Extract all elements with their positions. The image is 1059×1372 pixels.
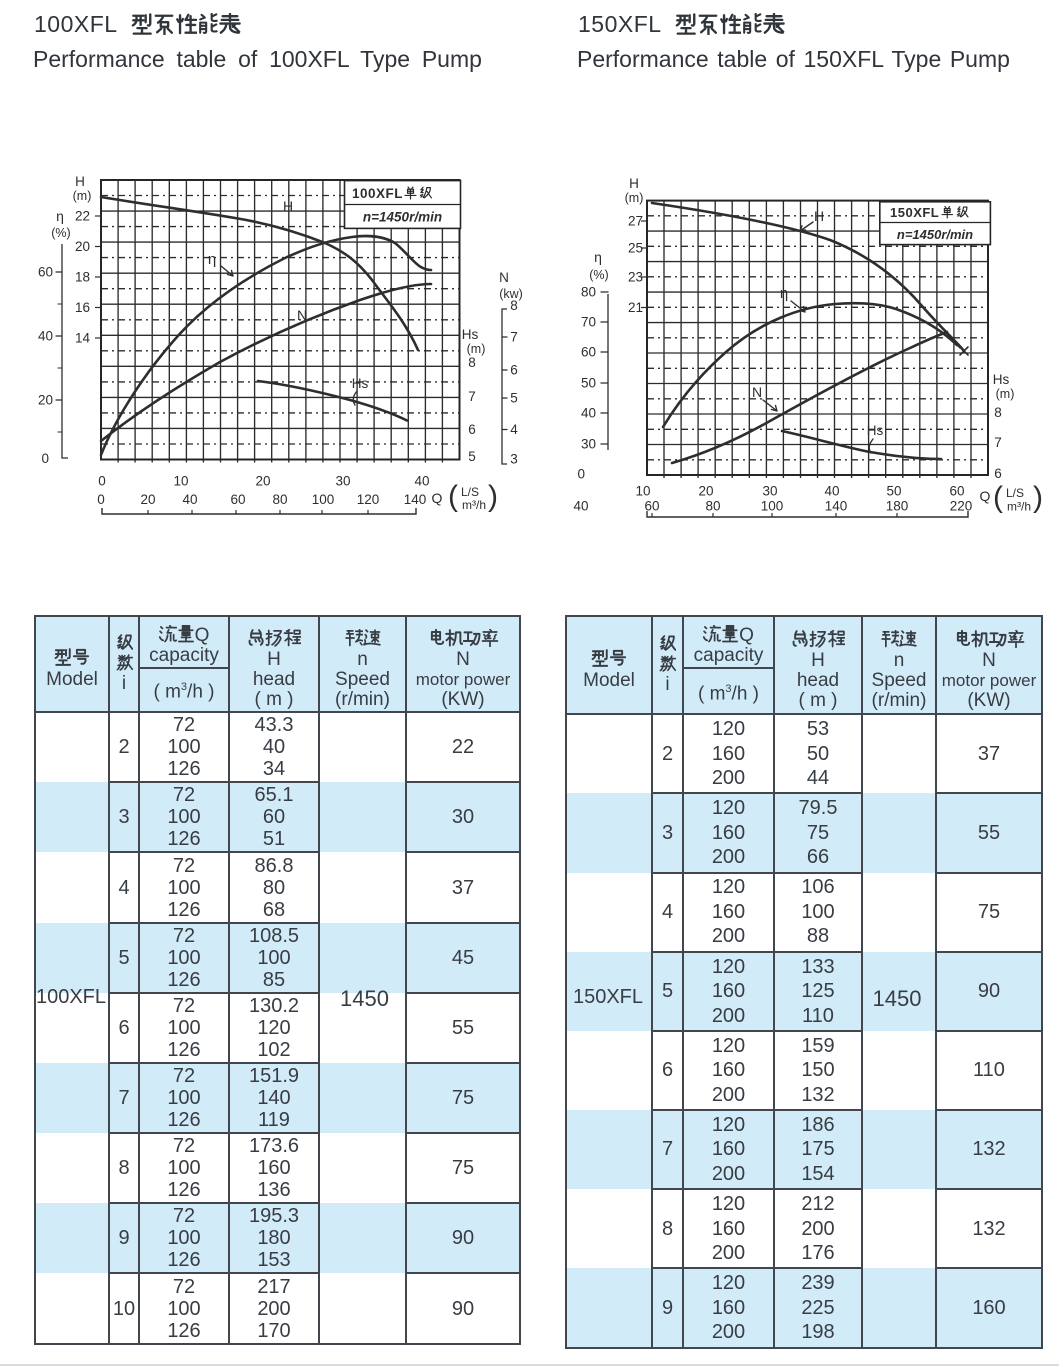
svg-text:η: η bbox=[594, 249, 602, 265]
svg-text:0: 0 bbox=[41, 451, 49, 466]
svg-text:(: ( bbox=[448, 480, 458, 513]
svg-text:m³/h: m³/h bbox=[1007, 500, 1031, 514]
svg-text:H: H bbox=[283, 198, 293, 214]
svg-text:220: 220 bbox=[950, 499, 973, 514]
svg-text:6: 6 bbox=[468, 422, 476, 437]
svg-text:20: 20 bbox=[255, 474, 270, 489]
svg-text:8: 8 bbox=[510, 298, 518, 313]
svg-text:(m): (m) bbox=[73, 189, 92, 203]
svg-text:H: H bbox=[629, 176, 639, 191]
svg-text:60: 60 bbox=[230, 492, 245, 507]
svg-text:η: η bbox=[780, 285, 788, 302]
svg-text:m³/h: m³/h bbox=[462, 498, 486, 512]
svg-text:10: 10 bbox=[173, 474, 188, 489]
svg-text:40: 40 bbox=[182, 492, 197, 507]
svg-text:8: 8 bbox=[994, 405, 1002, 420]
svg-text:η: η bbox=[56, 208, 64, 224]
svg-text:27: 27 bbox=[628, 214, 643, 229]
svg-text:20: 20 bbox=[140, 492, 155, 507]
svg-text:14: 14 bbox=[75, 331, 91, 346]
svg-text:N: N bbox=[752, 384, 762, 400]
svg-text:(m): (m) bbox=[625, 191, 644, 205]
svg-text:6: 6 bbox=[994, 466, 1002, 481]
svg-text:n=1450r/min: n=1450r/min bbox=[897, 227, 973, 242]
svg-text:22: 22 bbox=[75, 209, 90, 224]
svg-text:80: 80 bbox=[581, 285, 596, 300]
svg-text:Hs: Hs bbox=[867, 423, 884, 438]
svg-text:60: 60 bbox=[38, 265, 53, 280]
svg-text:60: 60 bbox=[644, 499, 659, 514]
svg-text:8: 8 bbox=[468, 355, 476, 370]
svg-text:(%): (%) bbox=[589, 268, 608, 282]
svg-text:16: 16 bbox=[75, 300, 90, 315]
svg-text:100XFL: 100XFL bbox=[352, 186, 403, 201]
svg-text:100: 100 bbox=[312, 492, 335, 507]
svg-text:3: 3 bbox=[510, 452, 518, 467]
svg-text:7: 7 bbox=[468, 389, 476, 404]
svg-text:50: 50 bbox=[886, 484, 901, 499]
svg-text:5: 5 bbox=[510, 391, 518, 406]
svg-text:0: 0 bbox=[97, 492, 105, 507]
svg-text:(m): (m) bbox=[467, 342, 486, 356]
svg-text:H: H bbox=[814, 208, 824, 224]
svg-text:80: 80 bbox=[272, 492, 287, 507]
svg-text:): ) bbox=[1033, 481, 1043, 514]
svg-text:10: 10 bbox=[635, 484, 650, 499]
svg-text:(m): (m) bbox=[996, 387, 1015, 401]
svg-text:(: ( bbox=[993, 481, 1003, 514]
svg-text:Hs: Hs bbox=[993, 372, 1010, 387]
svg-text:20: 20 bbox=[38, 393, 53, 408]
svg-text:Q: Q bbox=[980, 488, 991, 504]
svg-text:30: 30 bbox=[581, 437, 596, 452]
svg-text:100: 100 bbox=[761, 499, 784, 514]
svg-text:20: 20 bbox=[75, 239, 90, 254]
svg-text:40: 40 bbox=[581, 406, 596, 421]
svg-text:21: 21 bbox=[628, 300, 643, 315]
svg-text:50: 50 bbox=[581, 376, 596, 391]
svg-text:60: 60 bbox=[949, 484, 964, 499]
svg-text:Q: Q bbox=[432, 490, 443, 506]
svg-text:L/S: L/S bbox=[461, 485, 479, 499]
svg-text:80: 80 bbox=[705, 499, 720, 514]
svg-text:140: 140 bbox=[825, 499, 848, 514]
svg-text:(%): (%) bbox=[51, 226, 70, 240]
svg-text:7: 7 bbox=[510, 330, 518, 345]
svg-text:40: 40 bbox=[824, 484, 839, 499]
svg-text:6: 6 bbox=[510, 363, 518, 378]
svg-text:(kw): (kw) bbox=[499, 287, 523, 301]
svg-text:5: 5 bbox=[468, 449, 476, 464]
svg-text:L/S: L/S bbox=[1006, 486, 1024, 500]
svg-text:20: 20 bbox=[698, 484, 713, 499]
svg-text:60: 60 bbox=[581, 345, 596, 360]
svg-text:40: 40 bbox=[414, 474, 429, 489]
svg-text:18: 18 bbox=[75, 270, 90, 285]
svg-text:0: 0 bbox=[98, 474, 106, 489]
svg-text:40: 40 bbox=[38, 329, 53, 344]
svg-text:H: H bbox=[75, 174, 85, 189]
svg-text:30: 30 bbox=[335, 474, 350, 489]
svg-text:120: 120 bbox=[357, 492, 380, 507]
svg-text:η: η bbox=[208, 251, 216, 268]
svg-text:n=1450r/min: n=1450r/min bbox=[363, 210, 442, 225]
svg-text:7: 7 bbox=[994, 435, 1002, 450]
svg-text:30: 30 bbox=[762, 484, 777, 499]
svg-text:): ) bbox=[488, 480, 498, 513]
svg-text:23: 23 bbox=[628, 270, 643, 285]
svg-text:Hs: Hs bbox=[352, 376, 369, 391]
svg-text:N: N bbox=[297, 307, 307, 323]
svg-text:Hs: Hs bbox=[462, 327, 479, 342]
svg-text:180: 180 bbox=[886, 499, 909, 514]
svg-text:40: 40 bbox=[573, 499, 588, 514]
svg-text:140: 140 bbox=[404, 492, 427, 507]
svg-text:N: N bbox=[499, 270, 509, 285]
svg-text:4: 4 bbox=[510, 422, 518, 437]
svg-text:150XFL: 150XFL bbox=[890, 205, 939, 220]
svg-text:0: 0 bbox=[577, 467, 585, 482]
svg-text:25: 25 bbox=[628, 241, 643, 256]
svg-text:70: 70 bbox=[581, 315, 596, 330]
